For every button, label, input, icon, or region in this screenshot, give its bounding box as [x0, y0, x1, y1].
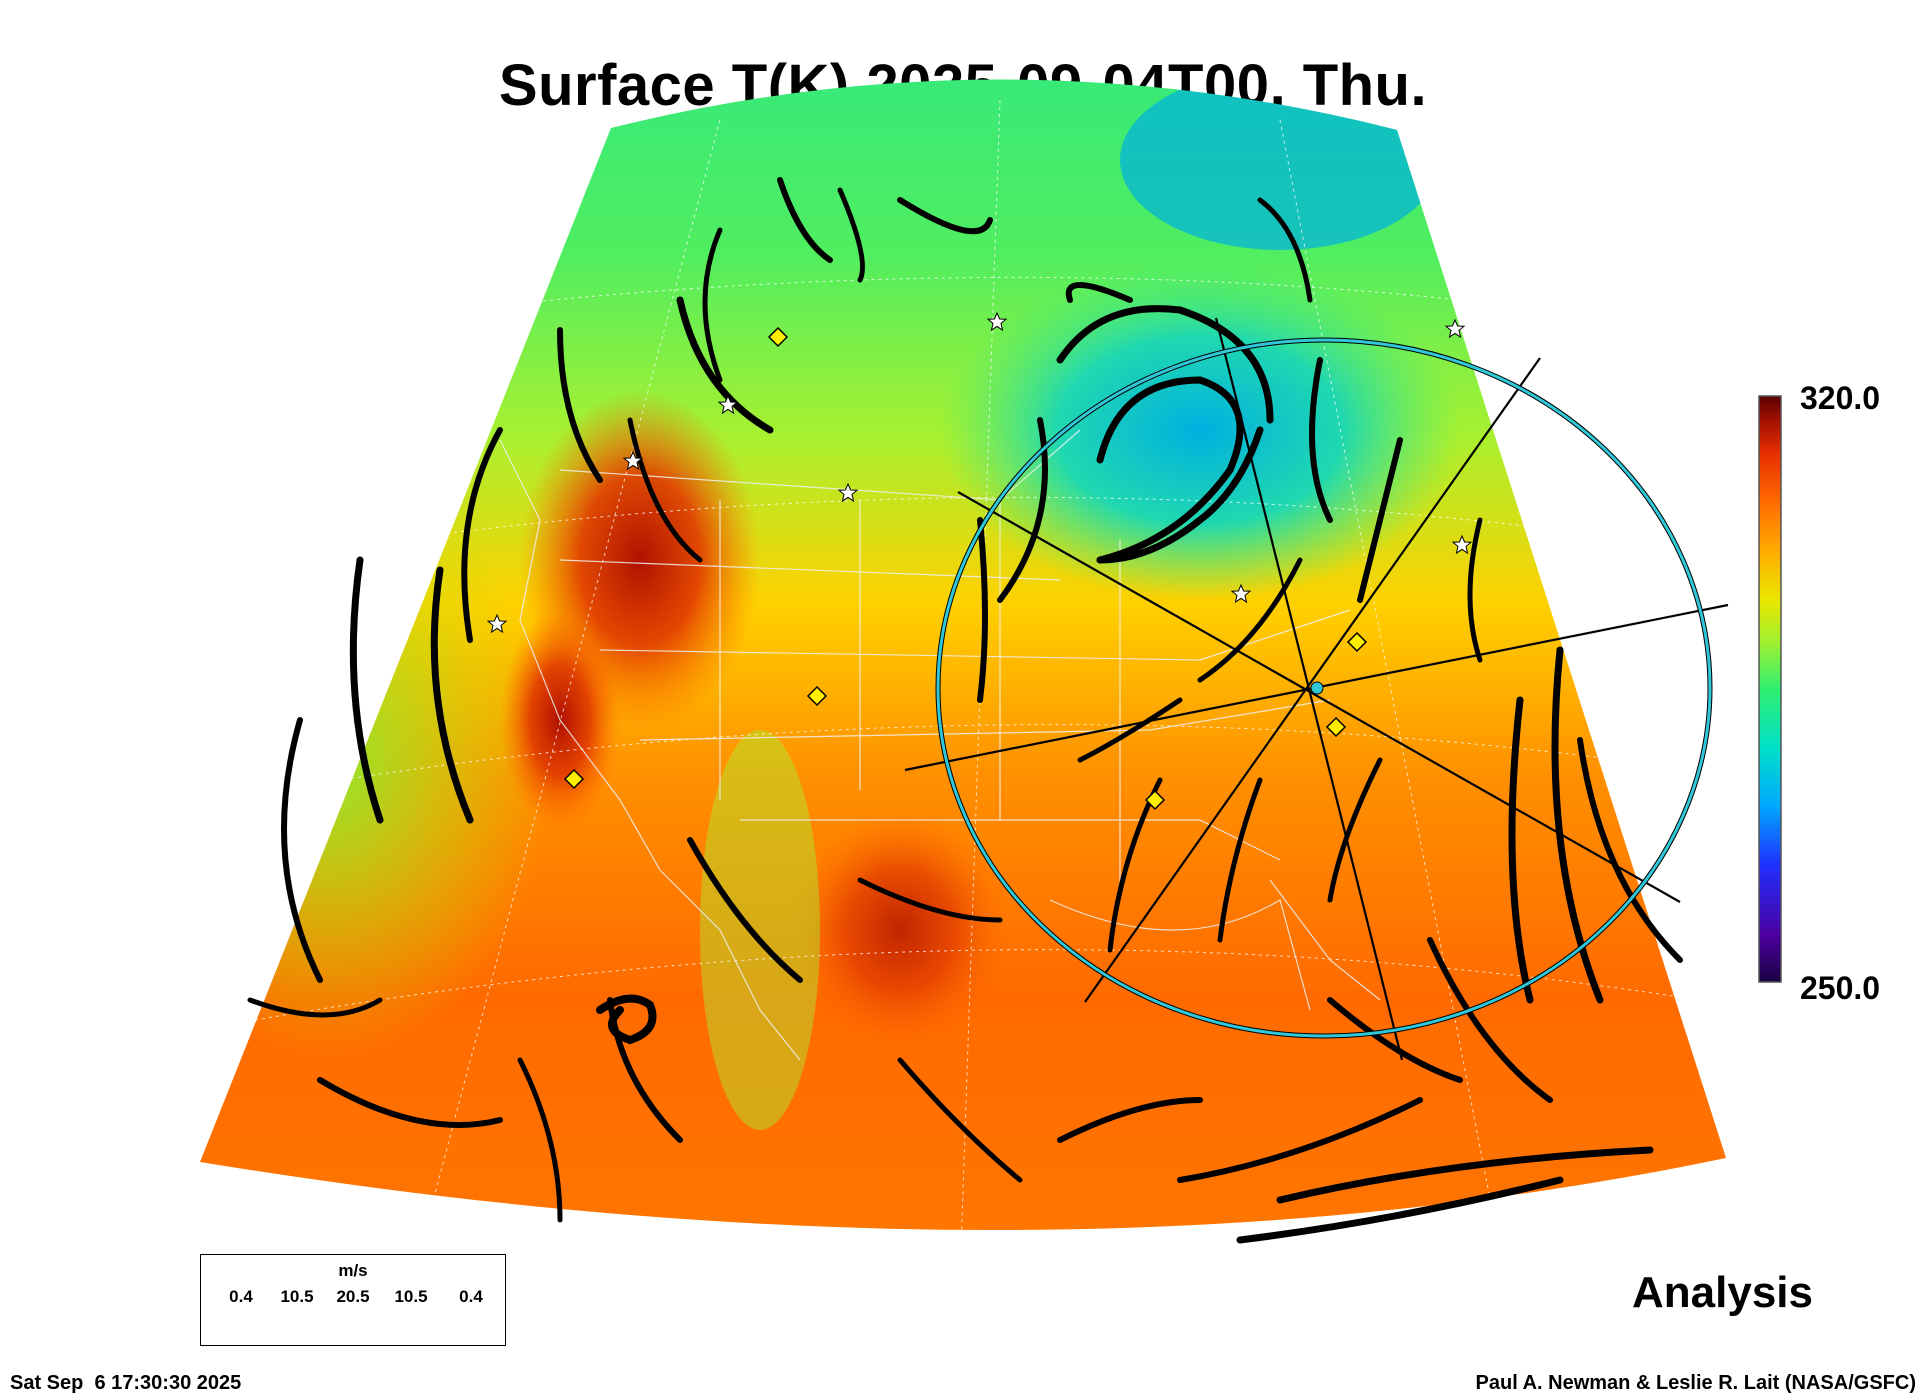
star-marker-icon [486, 613, 508, 634]
star-marker-icon [1444, 318, 1466, 339]
diamond-marker-icon [767, 326, 789, 348]
diamond-markers [563, 326, 1368, 811]
diamond-marker-icon [1346, 631, 1368, 653]
star-marker-icon [986, 311, 1008, 332]
timestamp: Sat Sep 6 17:30:30 2025 [10, 1372, 242, 1394]
colorbar-max-label: 320.0 [1800, 380, 1881, 416]
wind-speed-legend: m/s 0.4 10.5 20.5 10.5 0.4 [200, 1254, 506, 1346]
colorbar-min-label: 250.0 [1800, 970, 1881, 1006]
diamond-marker-icon [1144, 789, 1166, 811]
diamond-marker-icon [1325, 716, 1347, 738]
legend-units: m/s [338, 1261, 368, 1280]
legend-tick: 20.5 [336, 1287, 370, 1306]
analysis-label: Analysis [1632, 1268, 1813, 1317]
legend-tick: 0.4 [459, 1287, 483, 1306]
star-marker-icon [622, 450, 644, 471]
boundaries [499, 429, 1381, 1061]
star-marker-icon [1451, 534, 1473, 555]
diamond-marker-icon [563, 768, 585, 790]
wind-streamlines [247, 177, 1683, 1244]
range-ring [935, 337, 1713, 1039]
star-markers [486, 311, 1473, 634]
star-marker-icon [717, 394, 739, 415]
credit: Paul A. Newman & Leslie R. Lait (NASA/GS… [1475, 1372, 1916, 1394]
star-marker-icon [1230, 583, 1252, 604]
diamond-marker-icon [806, 685, 828, 707]
legend-tick: 0.4 [229, 1287, 253, 1306]
ring-center-icon [1310, 681, 1324, 695]
legend-tick: 10.5 [280, 1287, 314, 1306]
legend-tick: 10.5 [394, 1287, 428, 1306]
colorbar [1758, 395, 1782, 983]
star-marker-icon [837, 482, 859, 503]
